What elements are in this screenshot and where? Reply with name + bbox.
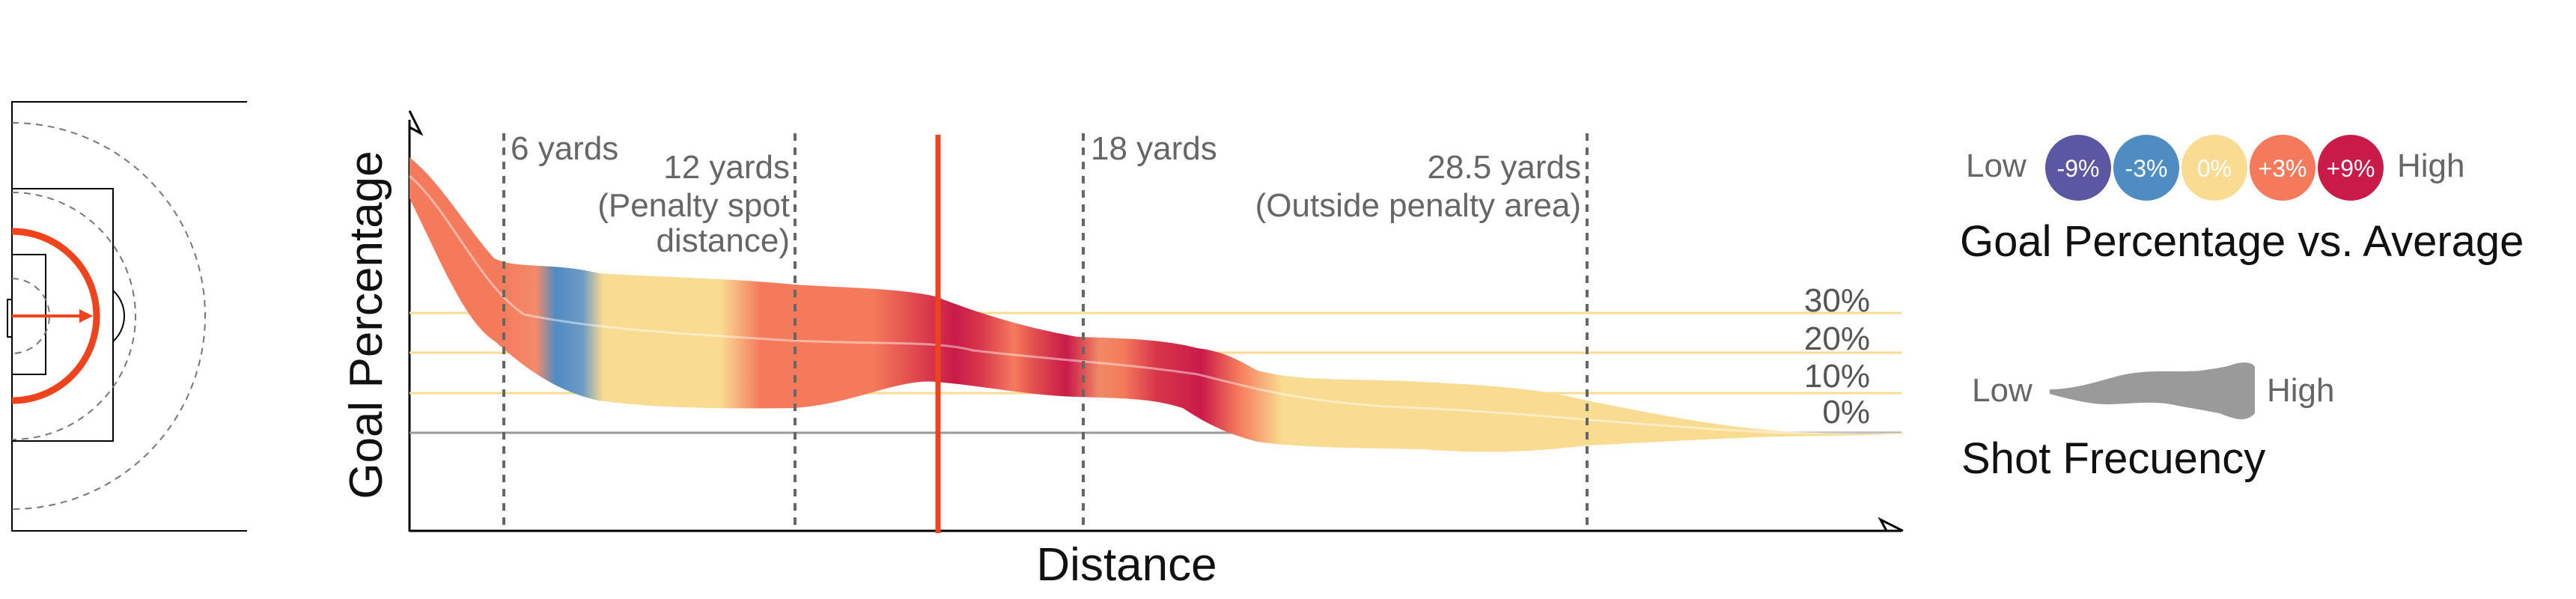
color-legend-high: High bbox=[2397, 148, 2465, 184]
color-legend-label-minus-3: -3% bbox=[2125, 155, 2168, 182]
ref-label-18-yards: 18 yards bbox=[1091, 130, 1217, 167]
color-legend-swatch-plus-9 bbox=[2318, 135, 2384, 201]
color-legend-swatch-plus-3 bbox=[2250, 135, 2315, 201]
color-legend-label-plus-3: +3% bbox=[2259, 155, 2307, 182]
width-legend-title: Shot Frecuency bbox=[1961, 434, 2265, 483]
width-legend-high: High bbox=[2267, 372, 2335, 409]
distance-arrow-head bbox=[79, 309, 93, 323]
color-legend-title: Goal Percentage vs. Average bbox=[1960, 217, 2524, 266]
color-legend-low: Low bbox=[1966, 148, 2027, 184]
y-tick-20: 20% bbox=[1804, 320, 1870, 357]
ref-label-12-yards-line3: distance) bbox=[656, 222, 790, 259]
width-legend: Low High Shot Frecuency bbox=[1961, 362, 2335, 483]
flow-median-line bbox=[409, 174, 1904, 435]
color-legend-swatch-minus-3 bbox=[2113, 135, 2179, 201]
color-legend: Low -9% -3% 0% +3% +9% High Goal Percent… bbox=[1960, 135, 2524, 266]
ref-label-28-5-yards: 28.5 yards bbox=[1428, 149, 1581, 186]
width-legend-low: Low bbox=[1972, 372, 2033, 409]
distance-ring-28 bbox=[11, 122, 206, 510]
distance-ring-18 bbox=[11, 192, 136, 440]
highlight-ring bbox=[11, 228, 100, 404]
reference-labels: 6 yards 12 yards (Penalty spot distance)… bbox=[511, 130, 1581, 259]
ref-label-6-yards: 6 yards bbox=[511, 130, 618, 167]
y-tick-10: 10% bbox=[1804, 358, 1870, 395]
color-legend-label-0: 0% bbox=[2197, 155, 2232, 182]
x-axis-arrow bbox=[1878, 517, 1904, 532]
distance-ring-6 bbox=[11, 278, 50, 354]
pitch-diagram bbox=[7, 101, 247, 532]
y-tick-0: 0% bbox=[1822, 394, 1870, 431]
ref-label-12-yards: 12 yards bbox=[663, 149, 790, 186]
y-tick-30: 30% bbox=[1804, 282, 1870, 319]
width-legend-shape bbox=[2050, 362, 2255, 419]
goal-percentage-flow bbox=[409, 157, 1903, 452]
ref-label-12-yards-line2: (Penalty spot bbox=[597, 187, 790, 224]
y-axis-arrow bbox=[408, 110, 424, 136]
ref-label-28-5-yards-line2: (Outside penalty area) bbox=[1255, 187, 1581, 224]
color-legend-swatch-0 bbox=[2181, 135, 2247, 201]
y-tick-labels: 30% 20% 10% 0% bbox=[1804, 282, 1870, 431]
color-legend-label-plus-9: +9% bbox=[2327, 155, 2375, 182]
goal-mouth bbox=[7, 299, 13, 338]
x-axis-title: Distance bbox=[1036, 539, 1217, 591]
y-axis-title: Goal Percentage bbox=[341, 150, 392, 499]
color-legend-swatch-minus-9 bbox=[2045, 135, 2111, 201]
reference-lines bbox=[502, 133, 1589, 533]
penalty-arc bbox=[112, 290, 126, 342]
color-legend-label-minus-9: -9% bbox=[2057, 155, 2100, 182]
